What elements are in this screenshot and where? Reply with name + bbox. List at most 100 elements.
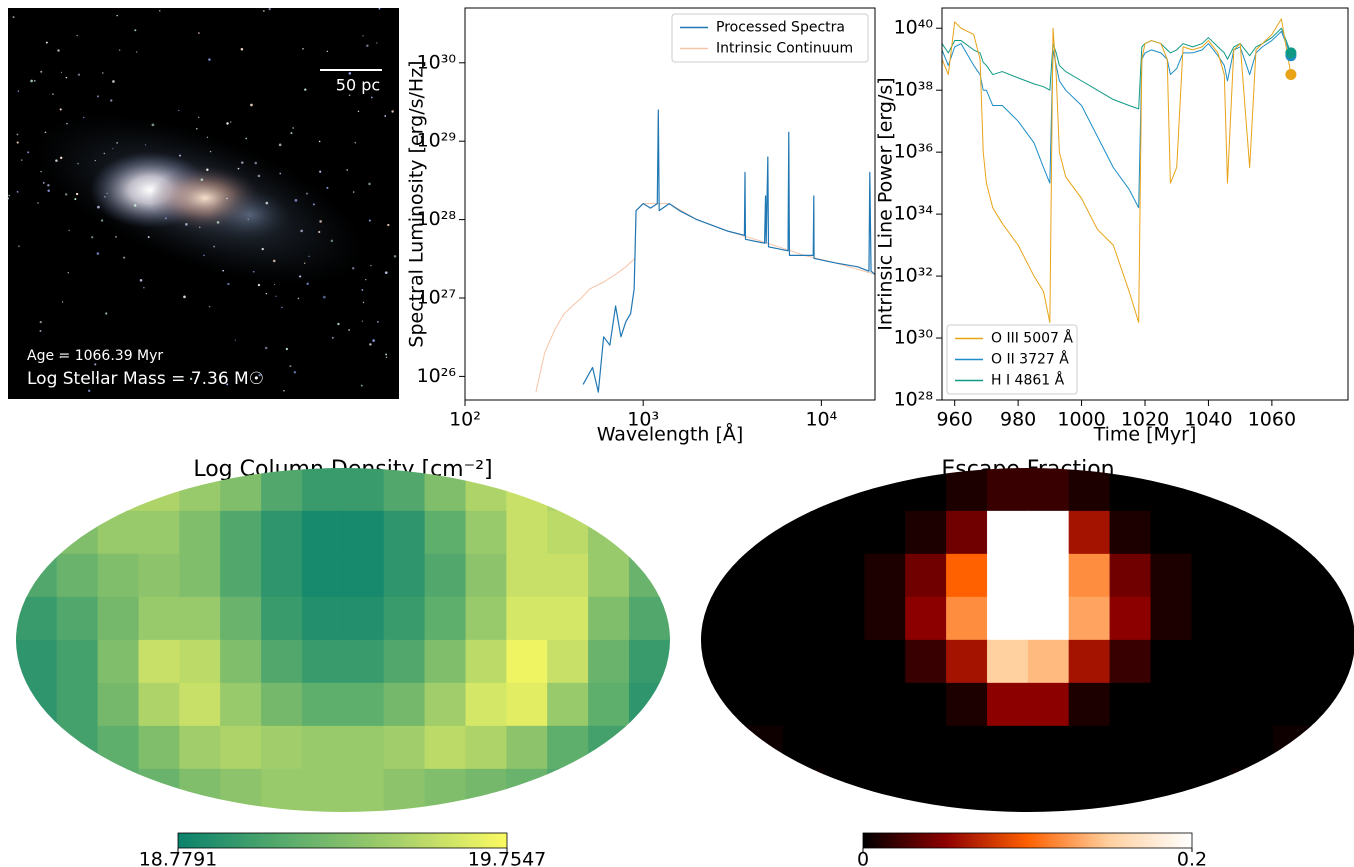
map-cell bbox=[383, 468, 426, 512]
map-cell bbox=[905, 468, 947, 512]
star bbox=[94, 159, 96, 162]
map-cell bbox=[1232, 596, 1274, 641]
y-tick-label: 10²⁹ bbox=[417, 130, 456, 152]
star bbox=[331, 336, 334, 339]
star bbox=[385, 356, 388, 359]
star bbox=[135, 51, 138, 53]
map-cell bbox=[179, 510, 222, 555]
star bbox=[302, 48, 304, 50]
map-cell bbox=[179, 682, 222, 727]
star bbox=[57, 49, 60, 52]
map-cell bbox=[424, 553, 467, 598]
star bbox=[16, 191, 19, 193]
star bbox=[387, 223, 390, 227]
map-cell bbox=[424, 639, 467, 684]
star bbox=[116, 14, 118, 17]
map-cell bbox=[986, 725, 1029, 770]
star bbox=[318, 140, 321, 143]
map-cell bbox=[1109, 639, 1152, 684]
star bbox=[203, 254, 205, 257]
legend-box bbox=[946, 324, 1078, 395]
map-cell bbox=[1191, 553, 1234, 598]
map-cell bbox=[506, 596, 549, 641]
map-cell bbox=[424, 596, 467, 641]
star bbox=[285, 347, 288, 351]
map-cell bbox=[1273, 510, 1315, 555]
star bbox=[208, 58, 211, 61]
map-cell bbox=[905, 510, 947, 555]
star bbox=[265, 292, 268, 295]
map-cell bbox=[424, 682, 467, 727]
map-cell bbox=[220, 725, 262, 770]
map-cell bbox=[56, 639, 99, 684]
map-cell bbox=[56, 682, 99, 727]
x-tick-label: 960 bbox=[937, 409, 973, 431]
map-cell bbox=[465, 682, 508, 727]
star bbox=[352, 267, 355, 270]
map-cell bbox=[1027, 468, 1070, 512]
map-cell bbox=[506, 553, 549, 598]
plot-area bbox=[535, 109, 875, 393]
map-cell bbox=[986, 596, 1029, 641]
map-cell bbox=[220, 639, 262, 684]
map-cell bbox=[588, 768, 630, 812]
map-cell bbox=[1191, 682, 1234, 727]
star bbox=[366, 44, 369, 48]
map-cell bbox=[383, 596, 426, 641]
map-cell bbox=[864, 682, 907, 727]
map-cell bbox=[946, 639, 988, 684]
star bbox=[362, 35, 364, 37]
y-tick-label: 10³² bbox=[894, 265, 933, 287]
map-cell bbox=[1232, 768, 1274, 812]
map-cell bbox=[56, 468, 99, 512]
star bbox=[290, 132, 293, 135]
map-cell bbox=[1232, 725, 1274, 770]
map-cell bbox=[383, 768, 426, 812]
map-cell bbox=[1313, 596, 1354, 641]
map-cell bbox=[1232, 682, 1274, 727]
star bbox=[183, 295, 186, 299]
star bbox=[226, 122, 229, 125]
colorbar bbox=[862, 832, 1193, 849]
star bbox=[252, 270, 255, 273]
x-axis-label: Time [Myr] bbox=[1093, 424, 1197, 446]
star bbox=[189, 377, 193, 380]
y-tick-label: 10³⁶ bbox=[894, 141, 933, 163]
star bbox=[67, 271, 70, 274]
map-cell bbox=[1313, 510, 1354, 555]
map-cell bbox=[741, 768, 784, 812]
x-tick-label: 1000 bbox=[1057, 409, 1105, 431]
star bbox=[281, 306, 283, 309]
star bbox=[60, 71, 63, 73]
map-cell bbox=[383, 639, 426, 684]
star bbox=[206, 136, 209, 138]
map-cell bbox=[1027, 596, 1070, 641]
map-cell bbox=[588, 725, 630, 770]
map-cell bbox=[628, 768, 670, 812]
map-cell bbox=[701, 468, 743, 512]
star bbox=[306, 192, 309, 195]
map-cell bbox=[1273, 596, 1315, 641]
map-cell bbox=[1150, 725, 1193, 770]
map-cell bbox=[588, 682, 630, 727]
galaxy-arm bbox=[210, 190, 290, 240]
map-cell bbox=[547, 468, 589, 512]
star bbox=[134, 204, 137, 207]
star bbox=[257, 174, 261, 178]
map-cell bbox=[1313, 768, 1354, 812]
star bbox=[263, 10, 265, 12]
map-cell bbox=[97, 768, 140, 812]
end-marker bbox=[1285, 69, 1297, 81]
map-cell bbox=[701, 553, 743, 598]
map-cell bbox=[628, 510, 670, 555]
x-tick-label: 10² bbox=[449, 409, 481, 431]
star bbox=[12, 16, 15, 19]
map-cell bbox=[741, 553, 784, 598]
star bbox=[326, 186, 329, 189]
map-cell bbox=[138, 468, 181, 512]
map-cell bbox=[506, 468, 549, 512]
map-cell bbox=[97, 682, 140, 727]
star bbox=[96, 95, 99, 98]
legend-label: O III 5007 Å bbox=[991, 330, 1073, 347]
